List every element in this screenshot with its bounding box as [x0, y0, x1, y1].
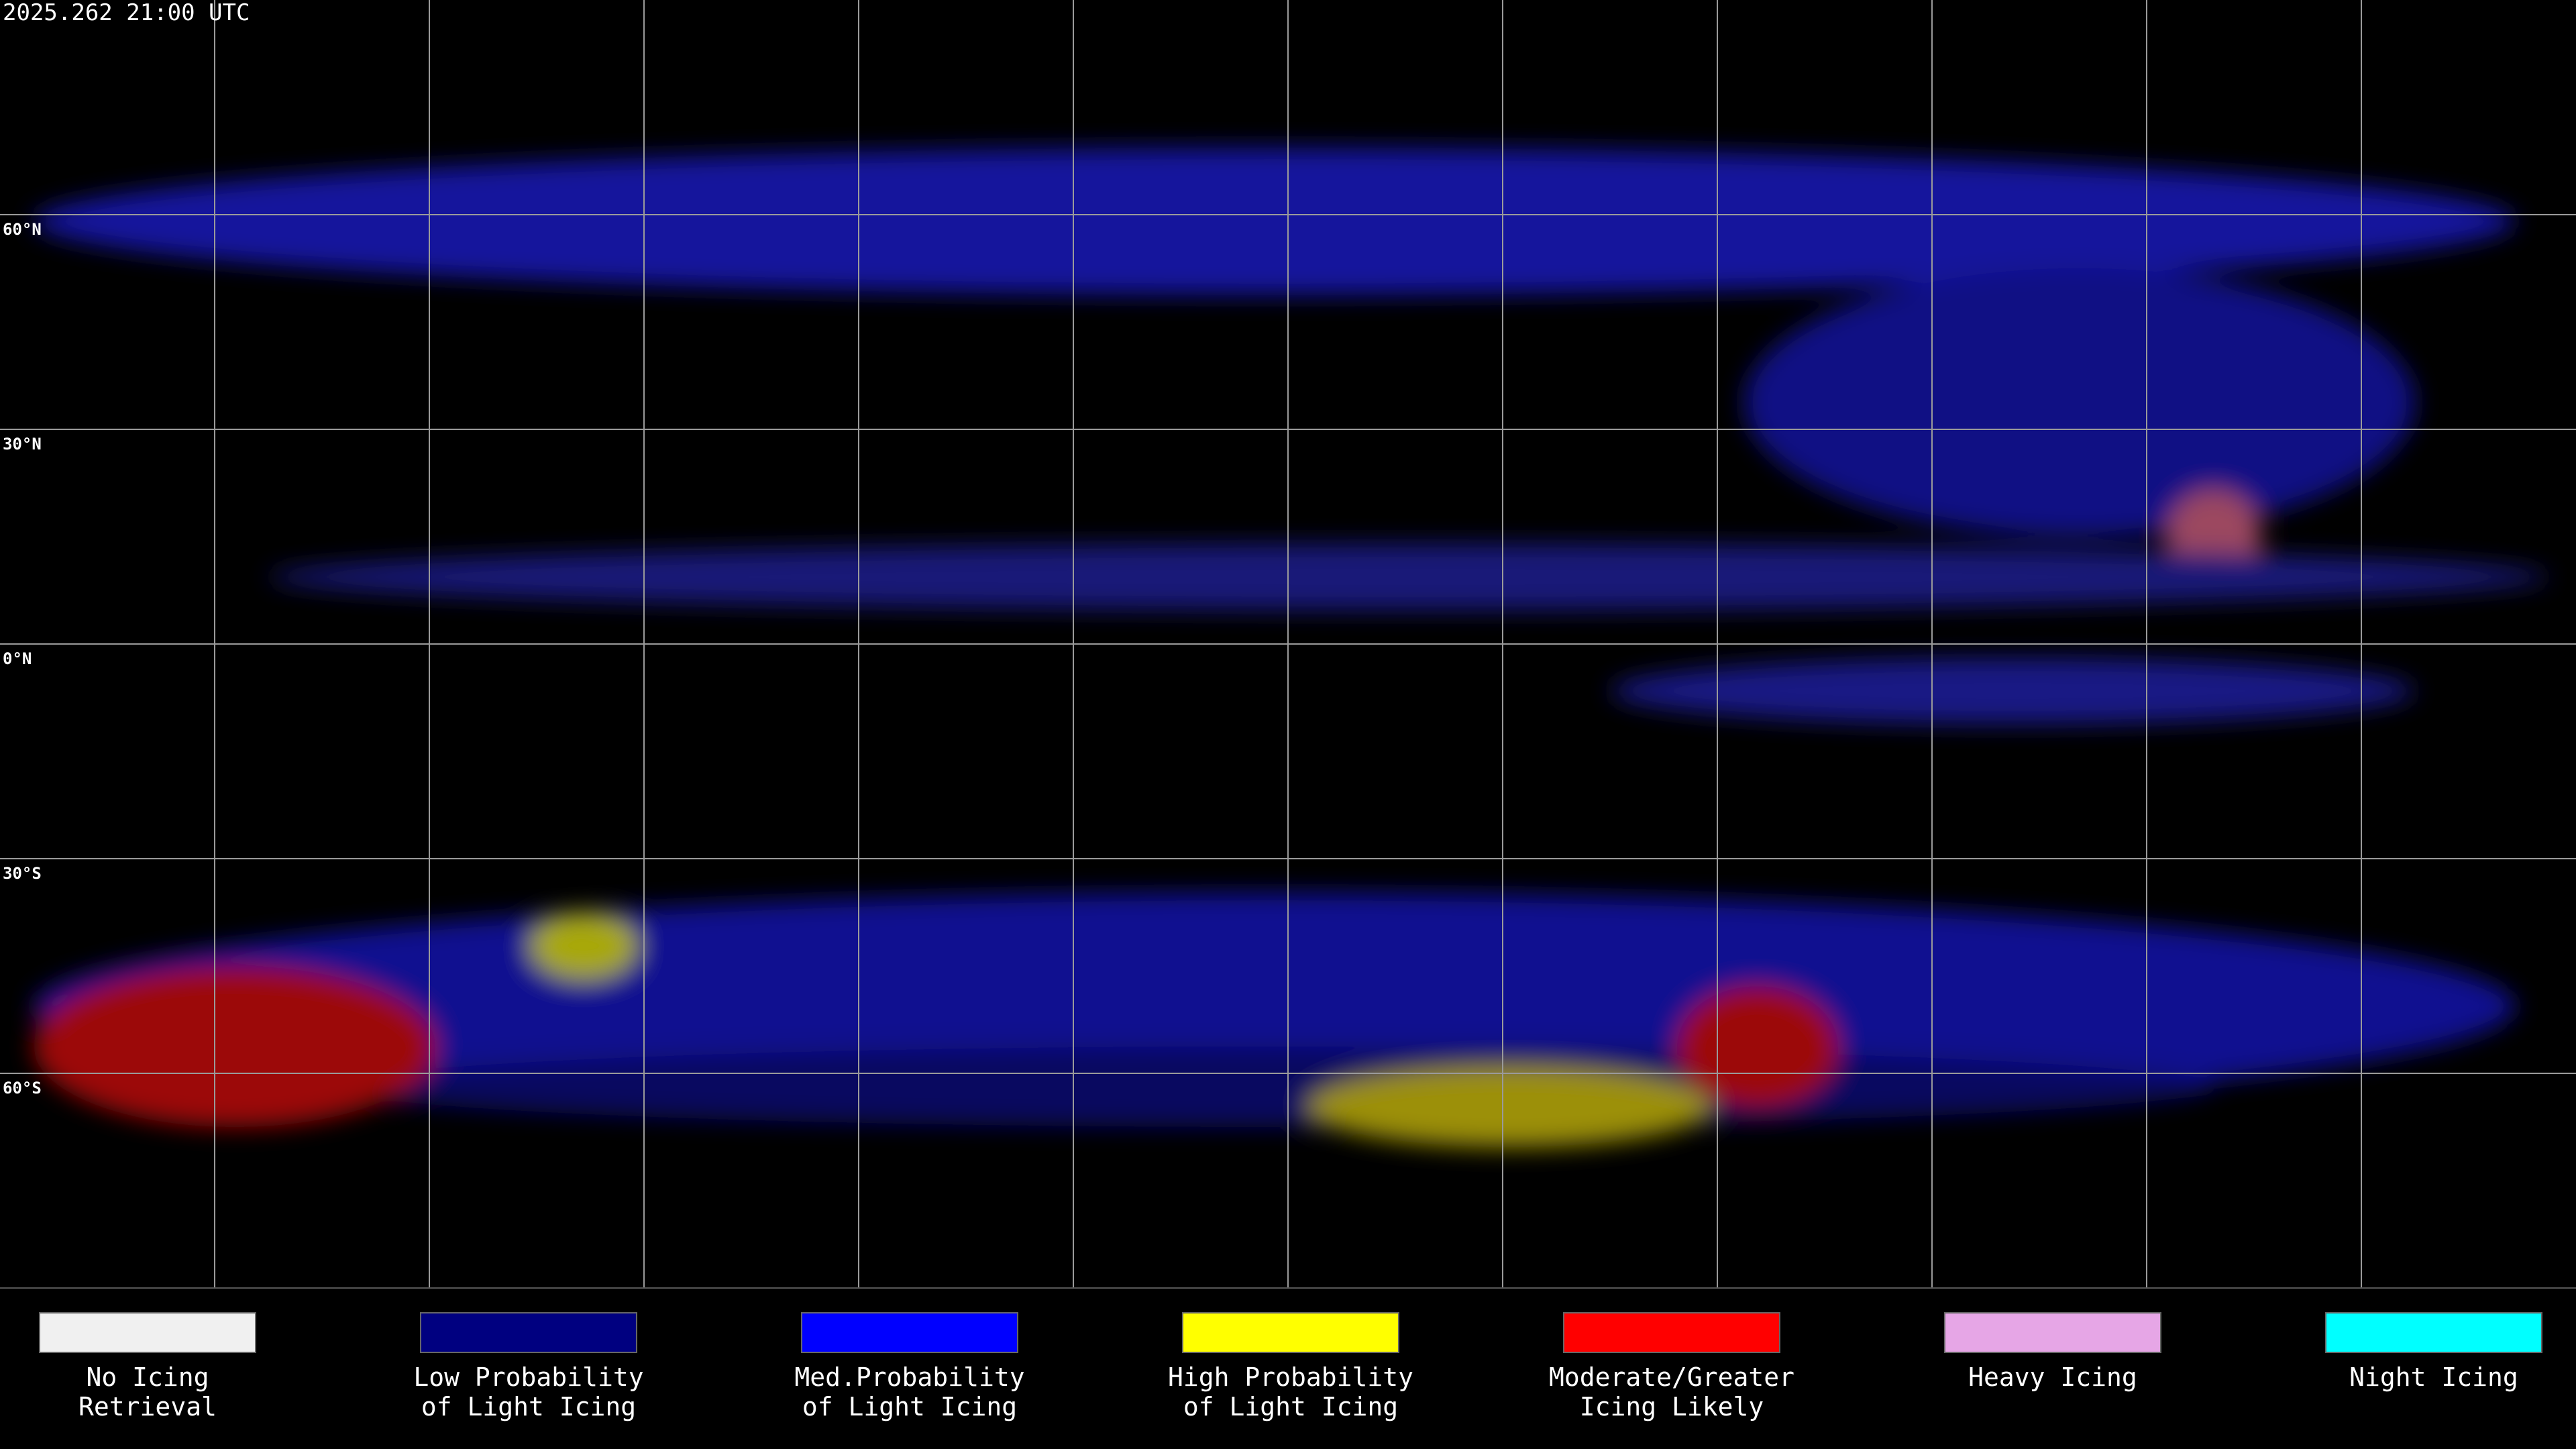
- legend-label: Low Probability: [413, 1362, 643, 1392]
- legend-label: Moderate/Greater: [1549, 1362, 1794, 1392]
- legend-label: Retrieval: [78, 1392, 217, 1421]
- legend-swatch: [420, 1312, 637, 1353]
- legend-swatch: [2325, 1312, 2542, 1353]
- legend-swatch: [801, 1312, 1018, 1353]
- cloud-field: [34, 148, 2549, 1147]
- latitude-label: 30°S: [3, 864, 42, 883]
- legend-swatch: [1182, 1312, 1399, 1353]
- latitude-label: 0°N: [3, 649, 32, 668]
- latitude-label: 60°S: [3, 1079, 42, 1097]
- timestamp: 2025.262 21:00 UTC: [3, 0, 250, 26]
- latitude-label: 30°N: [3, 435, 42, 453]
- legend-label: Night Icing: [2349, 1362, 2518, 1392]
- legend-label: High Probability: [1168, 1362, 1413, 1392]
- legend-swatch: [1563, 1312, 1780, 1353]
- legend-label: of Light Icing: [1183, 1392, 1398, 1421]
- legend-label: Icing Likely: [1580, 1392, 1764, 1421]
- legend-label: No Icing: [86, 1362, 209, 1392]
- legend-swatch: [39, 1312, 256, 1353]
- legend-label: of Light Icing: [421, 1392, 636, 1421]
- latitude-label: 60°N: [3, 220, 42, 239]
- legend-label: of Light Icing: [802, 1392, 1017, 1421]
- legend-swatch: [1944, 1312, 2161, 1353]
- legend-label: Heavy Icing: [1968, 1362, 2137, 1392]
- legend-label: Med.Probability: [794, 1362, 1024, 1392]
- graticule: 60°N 30°N 0°N 30°S 60°S: [0, 0, 2576, 1289]
- map: [34, 148, 2549, 1147]
